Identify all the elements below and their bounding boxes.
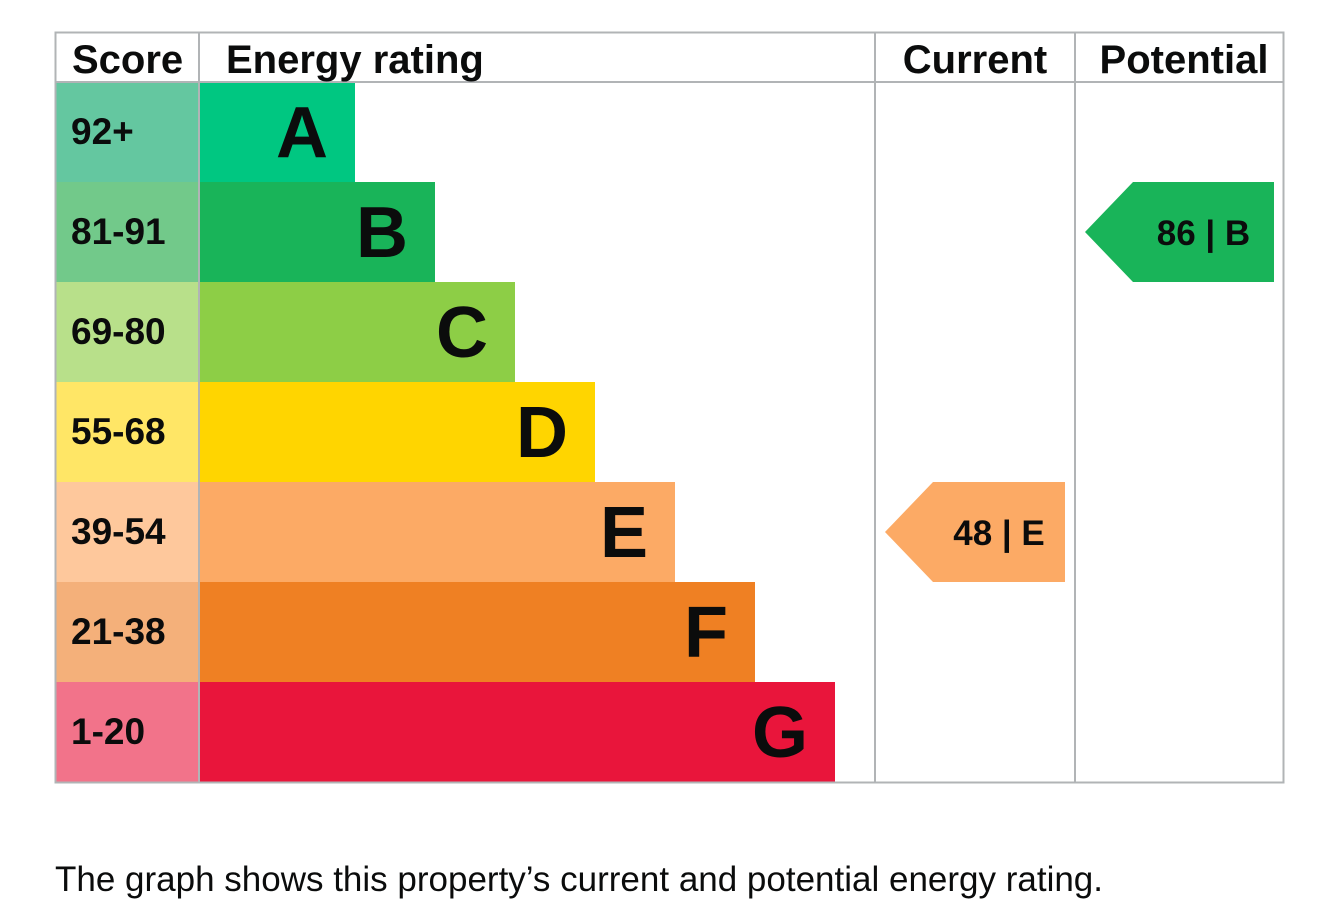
score-label-c: 69-80 <box>71 311 166 352</box>
rating-bar-f <box>199 582 755 682</box>
header-score: Score <box>72 38 183 82</box>
rating-bar-e <box>199 482 675 582</box>
rating-letter-g: G <box>752 693 808 773</box>
score-label-a: 92+ <box>71 111 134 152</box>
header-layer: Score Energy rating Current Potential <box>72 38 1268 82</box>
header-current: Current <box>903 38 1047 82</box>
energy-rating-chart: 92+ A81-91 B69-80 C55-68 D39-54 E21-38 F1-20 G … <box>54 31 1285 784</box>
score-cell-a <box>55 82 199 182</box>
rating-letter-a: A <box>276 93 328 173</box>
score-label-e: 39-54 <box>71 511 166 552</box>
table-border <box>54 31 1285 784</box>
score-label-d: 55-68 <box>71 411 166 452</box>
rating-bar-a <box>199 82 355 182</box>
rating-bar-b <box>199 182 435 282</box>
rating-letter-f: F <box>684 593 728 673</box>
score-label-f: 21-38 <box>71 611 166 652</box>
score-cell-f <box>55 582 199 682</box>
score-cell-d <box>55 382 199 482</box>
bands-layer: 92+ A 81-91 B 69-80 C 55-68 D 39-54 E 21-38 F 1-20 G <box>55 82 835 782</box>
potential-indicator-label: 86 | B <box>1157 214 1250 253</box>
rating-letter-d: D <box>516 393 568 473</box>
current-indicator-arrow <box>885 482 1065 582</box>
score-cell-b <box>55 182 199 282</box>
header-potential: Potential <box>1100 38 1269 82</box>
potential-indicator-arrow <box>1085 182 1274 282</box>
score-cell-c <box>55 282 199 382</box>
chart-caption: The graph shows this property’s current … <box>55 860 1104 899</box>
rating-bar-d <box>199 382 595 482</box>
rating-letter-c: C <box>436 293 488 373</box>
header-energy-rating: Energy rating <box>226 38 484 82</box>
score-cell-e <box>55 482 199 582</box>
current-indicator-label: 48 | E <box>953 514 1045 553</box>
rating-letter-b: B <box>356 193 408 273</box>
rating-bar-g <box>199 682 835 782</box>
score-cell-g <box>55 682 199 782</box>
rating-letter-e: E <box>600 493 648 573</box>
grid-layer <box>54 31 1285 784</box>
rating-bar-c <box>199 282 515 382</box>
score-label-b: 81-91 <box>71 211 166 252</box>
score-label-g: 1-20 <box>71 711 145 752</box>
indicators-layer: 48 | E 86 | B <box>885 182 1274 582</box>
